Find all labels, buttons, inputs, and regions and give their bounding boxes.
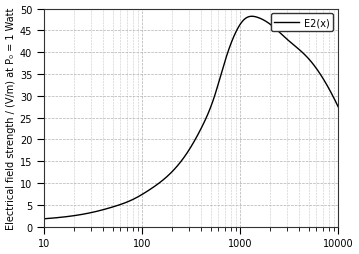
Y-axis label: Electrical field strength / (V/m) at P₀ = 1 Watt: Electrical field strength / (V/m) at P₀ …: [5, 7, 15, 229]
Legend: E2(x): E2(x): [271, 14, 333, 32]
